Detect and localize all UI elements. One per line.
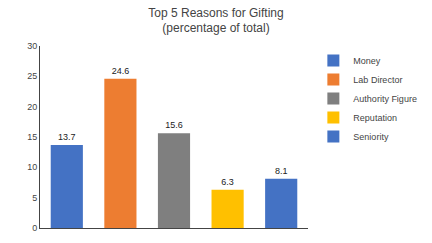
svg-text:15.6: 15.6 [165, 120, 183, 130]
svg-text:15: 15 [27, 132, 37, 142]
svg-text:8.1: 8.1 [275, 166, 288, 176]
svg-text:Money: Money [353, 56, 381, 66]
svg-text:30: 30 [27, 41, 37, 51]
svg-text:Lab Director: Lab Director [353, 75, 402, 85]
svg-text:20: 20 [27, 102, 37, 112]
svg-text:Authority Figure: Authority Figure [353, 94, 417, 104]
svg-text:25: 25 [27, 71, 37, 81]
svg-text:Reputation: Reputation [353, 113, 397, 123]
svg-text:Seniority: Seniority [353, 132, 389, 142]
svg-text:Top 5 Reasons for Gifting(perc: Top 5 Reasons for Gifting(percentage of … [148, 6, 283, 36]
svg-text:10: 10 [27, 162, 37, 172]
svg-text:24.6: 24.6 [112, 66, 130, 76]
svg-text:5: 5 [32, 193, 37, 203]
svg-text:13.7: 13.7 [58, 132, 76, 142]
svg-text:0: 0 [32, 223, 37, 233]
svg-text:6.3: 6.3 [221, 177, 234, 187]
